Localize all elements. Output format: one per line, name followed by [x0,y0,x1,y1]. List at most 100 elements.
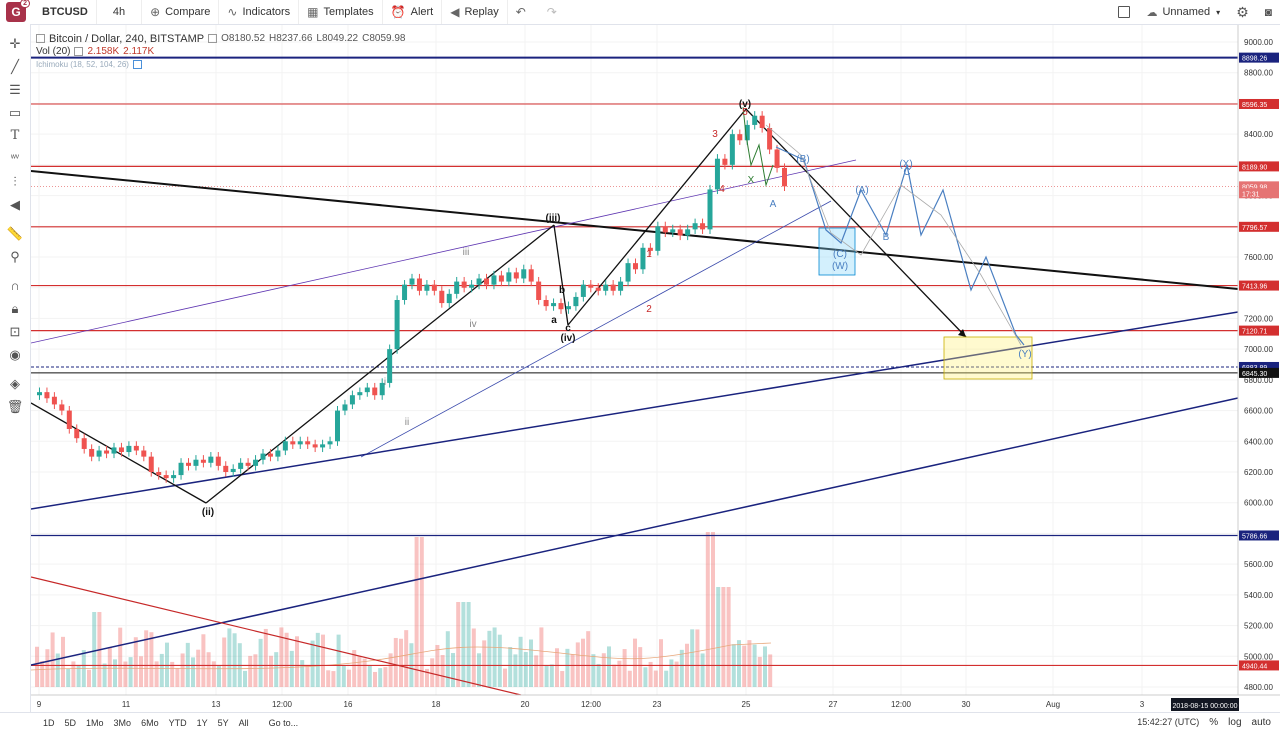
price-axis[interactable]: 9000.008800.008600.008400.008200.008000.… [1237,25,1280,695]
volume-bar [716,587,721,687]
volume-bar [700,653,705,687]
candle-body [171,475,177,479]
price-chart[interactable]: (ii)(iii)(iv)(v)iiiiviiiabc(A)(B)(C)(W)(… [30,25,1280,714]
ichimoku-box-icon[interactable] [132,60,142,69]
volume-bar [497,634,502,687]
candle-body [446,293,452,304]
range-button-1d[interactable]: 1D [43,718,55,728]
volume-bar [243,670,247,687]
volume-bar [523,652,528,687]
collapse-box-icon[interactable] [36,34,45,43]
settings-button[interactable]: ⚙ [1228,4,1257,21]
volume-bar [232,633,237,687]
snapshot-button[interactable]: ◙ [1257,5,1280,19]
prediction-tool-icon[interactable]: ⫶ [13,173,17,189]
range-button-1mo[interactable]: 1Mo [86,718,104,728]
volume-bar [425,668,429,687]
volume-bar [352,650,357,687]
volume-bar [331,671,336,687]
volume-bar [534,655,539,687]
fullscreen-button[interactable] [1110,6,1138,18]
layout-name-button[interactable]: ☁ Unnamed ▾ [1138,6,1228,19]
time-tick-label: 9 [37,700,42,709]
symbol-search-button[interactable]: BTCUSD [34,0,97,24]
volume-bar [258,638,263,687]
redo-button[interactable]: ↷ [539,0,570,24]
range-button-all[interactable]: All [238,718,249,728]
candle-body [588,284,594,288]
candle-body [692,223,698,230]
candle-body [126,445,132,453]
wave-label: i [384,377,386,388]
projection-path [775,146,1025,346]
rectangle-tool-icon[interactable]: ▭ [8,104,22,120]
interval-button[interactable]: 4h [97,0,143,24]
time-axis[interactable]: 9 11 13 12:00 16 18 20 12:00 23 25 27 12:00 30 Aug 3 20… [31,694,1280,711]
time-tick-label: 27 [829,700,838,709]
arrow-tool-icon[interactable]: ◀ [10,196,20,212]
volume-bar [310,640,315,687]
range-button-1y[interactable]: 1Y [196,718,208,728]
indicators-button[interactable]: ∿ Indicators [219,0,300,24]
candle-body [118,447,124,453]
volume-box-icon[interactable] [74,47,84,56]
volume-bar [539,627,544,687]
volume-bar [581,638,585,687]
trend-line [30,576,522,696]
alert-button[interactable]: ⏰ Alert [383,0,443,24]
candle-body [484,278,489,285]
price-label: 8898.26 [1242,56,1267,63]
volume-bar [71,661,76,687]
trash-icon[interactable]: 🗑︎ [6,398,24,414]
candle-body [81,438,87,449]
volume-bar [191,657,195,687]
wave-pattern-tool-icon[interactable]: ʷᵛ [10,153,20,164]
wave-label: a [551,315,557,326]
range-button-3mo[interactable]: 3Mo [113,718,132,728]
candle-body [491,275,497,285]
volume-bar [471,628,476,687]
log-toggle[interactable]: log [1228,716,1242,728]
trend-line [30,159,857,344]
volume-bar [648,661,653,687]
legend-box-icon[interactable] [208,34,218,43]
chart-area[interactable]: (ii) (iii) (iv) (v) iii iv ii i a b c (A) (B) (C) (W)(… [30,25,1280,714]
volume-bar [55,653,60,687]
candle-body [342,404,348,411]
templates-button[interactable]: ▦ Templates [299,0,383,24]
crosshair-tool-icon[interactable]: ✛ [9,35,21,51]
undo-button[interactable]: ↶ [508,0,539,24]
price-label: 17:31 [1242,191,1260,198]
wave-label: (ii) [202,507,214,518]
range-button-5y[interactable]: 5Y [217,718,229,728]
ruler-tool-icon[interactable]: 📏 [6,225,24,241]
layers-tool-icon[interactable]: ◈ [10,375,20,391]
price-label: 7796.57 [1242,225,1267,232]
percent-toggle[interactable]: % [1209,716,1219,728]
goto-button[interactable]: Go to... [268,718,299,728]
eye-tool-icon[interactable]: ◉ [9,346,21,362]
volume-bar [40,661,45,687]
volume-bar [596,663,601,687]
price-tick-label: 7600.00 [1244,253,1273,262]
trend-lines [30,108,1239,696]
pitchfork-tool-icon[interactable]: ☰ [9,81,21,97]
price-axis-bg [1238,25,1280,695]
lock-all-tool-icon[interactable]: ⊡ [9,323,21,339]
compare-button[interactable]: ⊕ Compare [142,0,220,24]
trend-line-tool-icon[interactable]: ╱ [11,58,19,74]
candle-body [89,448,95,457]
replay-button[interactable]: ◀ Replay [442,0,508,24]
text-tool-icon[interactable]: T [10,128,20,143]
range-button-ytd[interactable]: YTD [168,718,187,728]
magnet-tool-icon[interactable]: ∩ [10,278,20,293]
time-tick-label: 20 [521,700,530,709]
auto-toggle[interactable]: auto [1251,716,1271,728]
zoom-tool-icon[interactable]: ⚲ [10,248,20,264]
range-button-5d[interactable]: 5D [64,718,77,728]
lock-tool-icon[interactable]: 🔒︎ [11,300,19,316]
time-tick-label: 12:00 [581,700,602,709]
range-button-6mo[interactable]: 6Mo [141,718,159,728]
candle-body [96,450,102,457]
